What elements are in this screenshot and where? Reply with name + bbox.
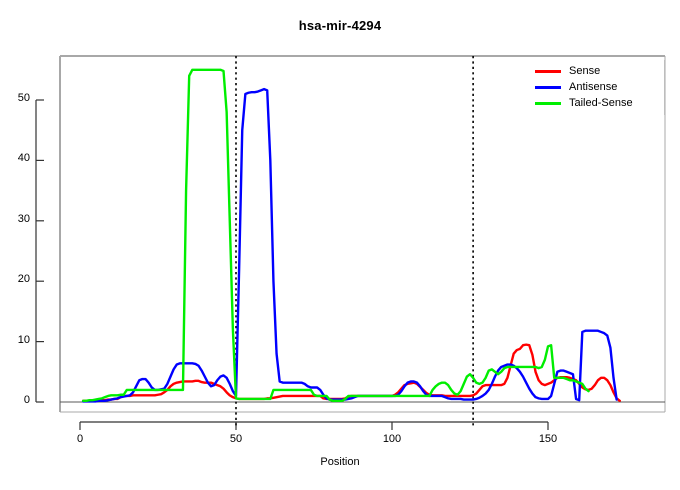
y-tick-label: 20 [17,273,30,286]
x-tick-label: 0 [76,433,84,445]
chart-title: hsa-mir-4294 [298,18,382,33]
legend-label: Antisense [569,81,618,93]
x-tick-label: 100 [382,433,402,445]
legend-color-swatch [535,101,561,105]
legend-label: Sense [569,65,601,77]
series-line-antisense [81,87,618,403]
legend-color-swatch [535,85,561,89]
x-tick-label: 150 [538,433,558,445]
y-tick-label: 0 [23,394,30,406]
legend-item: Sense [527,63,664,79]
legend-label: Tailed-Sense [569,97,633,109]
x-tick-label: 50 [229,433,243,445]
series-lines [81,68,621,403]
chart-legend: Sense Antisense Tailed-Sense [527,60,665,115]
y-tick-label: 10 [17,333,30,346]
legend-item: Antisense [527,79,664,95]
y-tick-label: 30 [17,212,30,225]
legend-color-swatch [535,69,561,73]
y-tick-label: 50 [17,92,30,104]
series-line-tailed-sense [81,68,590,402]
series-line-sense [81,343,621,402]
axes [35,99,549,430]
x-axis-label: Position [320,456,360,468]
y-tick-label: 40 [17,152,30,165]
x-tick-marks [79,422,549,430]
y-tick-marks [36,99,44,403]
legend-item: Tailed-Sense [527,95,664,111]
plot-frame [59,55,666,413]
